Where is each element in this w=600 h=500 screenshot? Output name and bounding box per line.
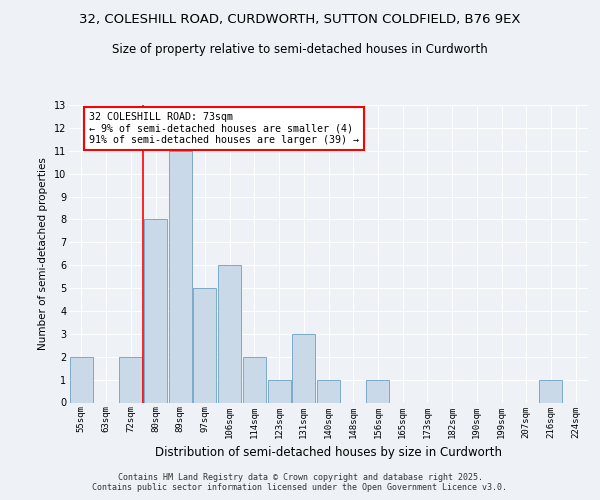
Bar xyxy=(367,380,389,402)
Bar xyxy=(119,356,142,403)
Text: 32 COLESHILL ROAD: 73sqm
← 9% of semi-detached houses are smaller (4)
91% of sem: 32 COLESHILL ROAD: 73sqm ← 9% of semi-de… xyxy=(89,112,359,145)
Y-axis label: Number of semi-detached properties: Number of semi-detached properties xyxy=(38,158,48,350)
Bar xyxy=(144,220,167,402)
Bar xyxy=(169,151,192,403)
Bar xyxy=(70,356,93,403)
Bar xyxy=(218,265,241,402)
Bar xyxy=(268,380,290,402)
Bar xyxy=(539,380,562,402)
X-axis label: Distribution of semi-detached houses by size in Curdworth: Distribution of semi-detached houses by … xyxy=(155,446,502,459)
Bar xyxy=(243,356,266,403)
Text: Size of property relative to semi-detached houses in Curdworth: Size of property relative to semi-detach… xyxy=(112,42,488,56)
Bar xyxy=(292,334,315,402)
Text: Contains HM Land Registry data © Crown copyright and database right 2025.
Contai: Contains HM Land Registry data © Crown c… xyxy=(92,473,508,492)
Bar xyxy=(193,288,217,403)
Bar xyxy=(317,380,340,402)
Text: 32, COLESHILL ROAD, CURDWORTH, SUTTON COLDFIELD, B76 9EX: 32, COLESHILL ROAD, CURDWORTH, SUTTON CO… xyxy=(79,12,521,26)
